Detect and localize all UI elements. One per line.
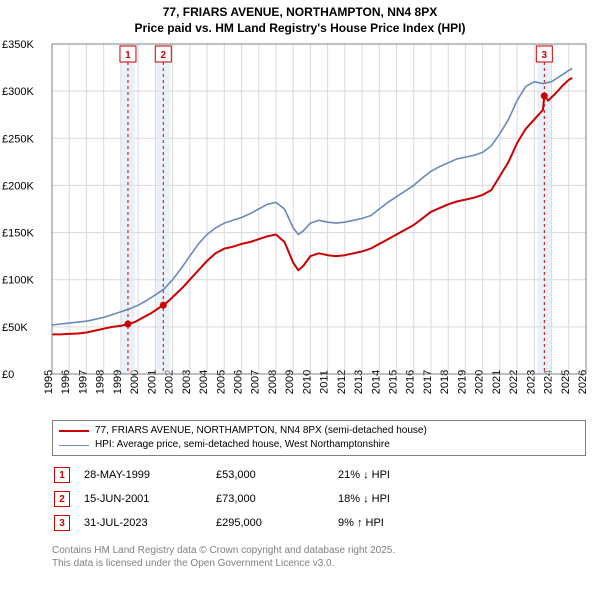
- license-line-2: This data is licensed under the Open Gov…: [52, 557, 586, 570]
- title-line-2: Price paid vs. HM Land Registry's House …: [10, 20, 590, 36]
- svg-text:1995: 1995: [43, 370, 55, 394]
- svg-text:1997: 1997: [77, 370, 89, 394]
- sale-delta: 21% ↓ HPI: [338, 464, 402, 486]
- sale-marker-box: 1: [54, 467, 70, 483]
- svg-text:£350K: £350K: [2, 39, 34, 51]
- license-text: Contains HM Land Registry data © Crown c…: [52, 544, 586, 570]
- svg-text:£0: £0: [2, 369, 14, 381]
- svg-text:2008: 2008: [267, 370, 279, 394]
- sale-price: £73,000: [216, 488, 336, 510]
- sale-delta: 9% ↑ HPI: [338, 512, 402, 534]
- sales-table: 1 28-MAY-1999£53,00021% ↓ HPI 2 15-JUN-2001…: [52, 462, 404, 536]
- svg-text:2022: 2022: [508, 370, 520, 394]
- sale-date: 28-MAY-1999: [84, 464, 214, 486]
- sale-price: £53,000: [216, 464, 336, 486]
- legend-item: HPI: Average price, semi-detached house,…: [59, 438, 579, 452]
- sale-marker-box: 3: [54, 515, 70, 531]
- svg-text:2020: 2020: [474, 370, 486, 394]
- svg-text:£200K: £200K: [2, 181, 34, 193]
- svg-text:3: 3: [542, 50, 548, 61]
- legend-label: 77, FRIARS AVENUE, NORTHAMPTON, NN4 8PX …: [95, 424, 427, 438]
- svg-text:2021: 2021: [491, 370, 503, 394]
- sale-row: 2 15-JUN-2001£73,00018% ↓ HPI: [54, 488, 402, 510]
- sale-date: 31-JUL-2023: [84, 512, 214, 534]
- svg-text:2003: 2003: [181, 370, 193, 394]
- title-line-1: 77, FRIARS AVENUE, NORTHAMPTON, NN4 8PX: [10, 4, 590, 20]
- sale-date: 15-JUN-2001: [84, 488, 214, 510]
- sale-price: £295,000: [216, 512, 336, 534]
- legend-item: 77, FRIARS AVENUE, NORTHAMPTON, NN4 8PX …: [59, 424, 579, 438]
- legend-swatch: [59, 430, 89, 432]
- chart-title: 77, FRIARS AVENUE, NORTHAMPTON, NN4 8PX …: [0, 0, 600, 38]
- svg-text:2025: 2025: [560, 370, 572, 394]
- legend-swatch: [59, 445, 89, 446]
- svg-text:2010: 2010: [301, 370, 313, 394]
- svg-text:£50K: £50K: [2, 322, 28, 334]
- svg-text:2019: 2019: [456, 370, 468, 394]
- svg-text:£100K: £100K: [2, 275, 34, 287]
- svg-text:1: 1: [125, 50, 131, 61]
- svg-text:2017: 2017: [422, 370, 434, 394]
- svg-text:2004: 2004: [198, 370, 210, 394]
- license-line-1: Contains HM Land Registry data © Crown c…: [52, 544, 586, 557]
- svg-text:£150K: £150K: [2, 228, 34, 240]
- svg-text:2009: 2009: [284, 370, 296, 394]
- svg-text:2012: 2012: [336, 370, 348, 394]
- svg-text:2005: 2005: [215, 370, 227, 394]
- svg-text:2026: 2026: [577, 370, 589, 394]
- svg-text:2016: 2016: [405, 370, 417, 394]
- sale-delta: 18% ↓ HPI: [338, 488, 402, 510]
- svg-text:1998: 1998: [95, 370, 107, 394]
- svg-text:2018: 2018: [439, 370, 451, 394]
- svg-text:2013: 2013: [353, 370, 365, 394]
- svg-text:£300K: £300K: [2, 87, 34, 99]
- legend: 77, FRIARS AVENUE, NORTHAMPTON, NN4 8PX …: [52, 420, 586, 456]
- svg-text:2006: 2006: [232, 370, 244, 394]
- sale-row: 1 28-MAY-1999£53,00021% ↓ HPI: [54, 464, 402, 486]
- legend-label: HPI: Average price, semi-detached house,…: [95, 438, 390, 452]
- svg-text:2: 2: [160, 50, 166, 61]
- sale-marker-box: 2: [54, 491, 70, 507]
- svg-text:2007: 2007: [250, 370, 262, 394]
- svg-text:2015: 2015: [388, 370, 400, 394]
- chart-area: £0 £50K £100K £150K £200K £250K £300K £350K 1995…: [0, 38, 600, 418]
- svg-text:£250K: £250K: [2, 134, 34, 146]
- svg-text:2023: 2023: [525, 370, 537, 394]
- line-chart: £0 £50K £100K £150K £200K £250K £300K £350K 1995…: [0, 38, 600, 418]
- svg-text:1996: 1996: [60, 370, 72, 394]
- svg-text:2014: 2014: [370, 370, 382, 394]
- sale-row: 3 31-JUL-2023£295,0009% ↑ HPI: [54, 512, 402, 534]
